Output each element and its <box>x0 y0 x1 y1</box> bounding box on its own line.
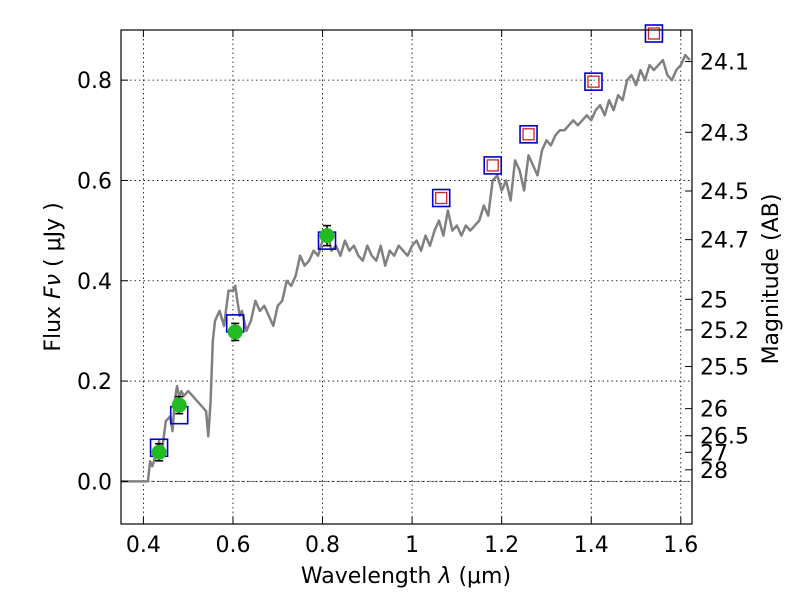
y2-tick-label: 25 <box>700 288 728 313</box>
model-flux-marker <box>483 156 503 175</box>
y2-tick-label: 24.1 <box>700 51 749 76</box>
y2-tick-label: 24.3 <box>700 121 749 146</box>
x-tick-label: 1.2 <box>484 533 519 558</box>
y-tick-label: 0.8 <box>77 69 112 94</box>
observed-flux-marker <box>647 27 661 40</box>
observed-flux-marker <box>587 75 600 88</box>
y-tick-label: 0.0 <box>77 470 112 495</box>
sed-model-line <box>121 53 691 483</box>
x-tick-label: 0.8 <box>305 533 340 558</box>
y2-tick-label: 24.7 <box>700 229 749 254</box>
plot-area <box>121 30 692 524</box>
x-tick-label: 1.4 <box>574 533 609 558</box>
x-tick-label: 1.6 <box>663 533 698 558</box>
grid-lines <box>121 30 692 524</box>
y-tick-label: 0.4 <box>77 270 112 295</box>
plot-frame <box>120 29 693 525</box>
y2-tick-label: 26 <box>700 398 728 423</box>
y2-tick-label: 26.5 <box>700 425 749 450</box>
y-axis-label: Flux Fν ( μJy ) <box>41 202 66 351</box>
observed-data-point <box>319 228 335 244</box>
x-tick-label: 0.4 <box>126 533 161 558</box>
y2-tick-label: 25.2 <box>700 319 749 344</box>
y2-tick-label: 28 <box>700 459 728 484</box>
x-axis-label: Wavelength λ (μm) <box>301 564 511 589</box>
x-tick-label: 0.6 <box>215 533 250 558</box>
observed-flux-marker <box>435 191 448 205</box>
y2-axis-label: Magnitude (AB) <box>759 194 784 365</box>
x-axis: 0.4 0.6 0.8 1 1.2 1.4 1.6 <box>126 30 698 558</box>
model-flux-marker <box>644 24 664 43</box>
model-flux-marker <box>431 188 451 208</box>
observed-data-point <box>151 444 167 460</box>
x-tick-label: 1 <box>405 533 419 558</box>
observed-data-point <box>171 397 187 413</box>
y2-tick-label: 24.5 <box>700 180 749 205</box>
series-layer <box>121 24 691 483</box>
y2-tick-label: 27 <box>700 441 728 466</box>
model-flux-marker <box>584 72 603 91</box>
y-tick-label: 0.6 <box>77 169 112 194</box>
y-axis: 0.0 0.2 0.4 0.6 0.8 <box>77 69 128 495</box>
observed-flux-marker <box>522 128 535 141</box>
model-flux-marker <box>519 125 538 144</box>
observed-data-point <box>227 324 243 340</box>
y-tick-label: 0.2 <box>77 370 112 395</box>
observed-flux-marker <box>486 159 499 172</box>
y2-tick-label: 25.5 <box>700 356 749 381</box>
